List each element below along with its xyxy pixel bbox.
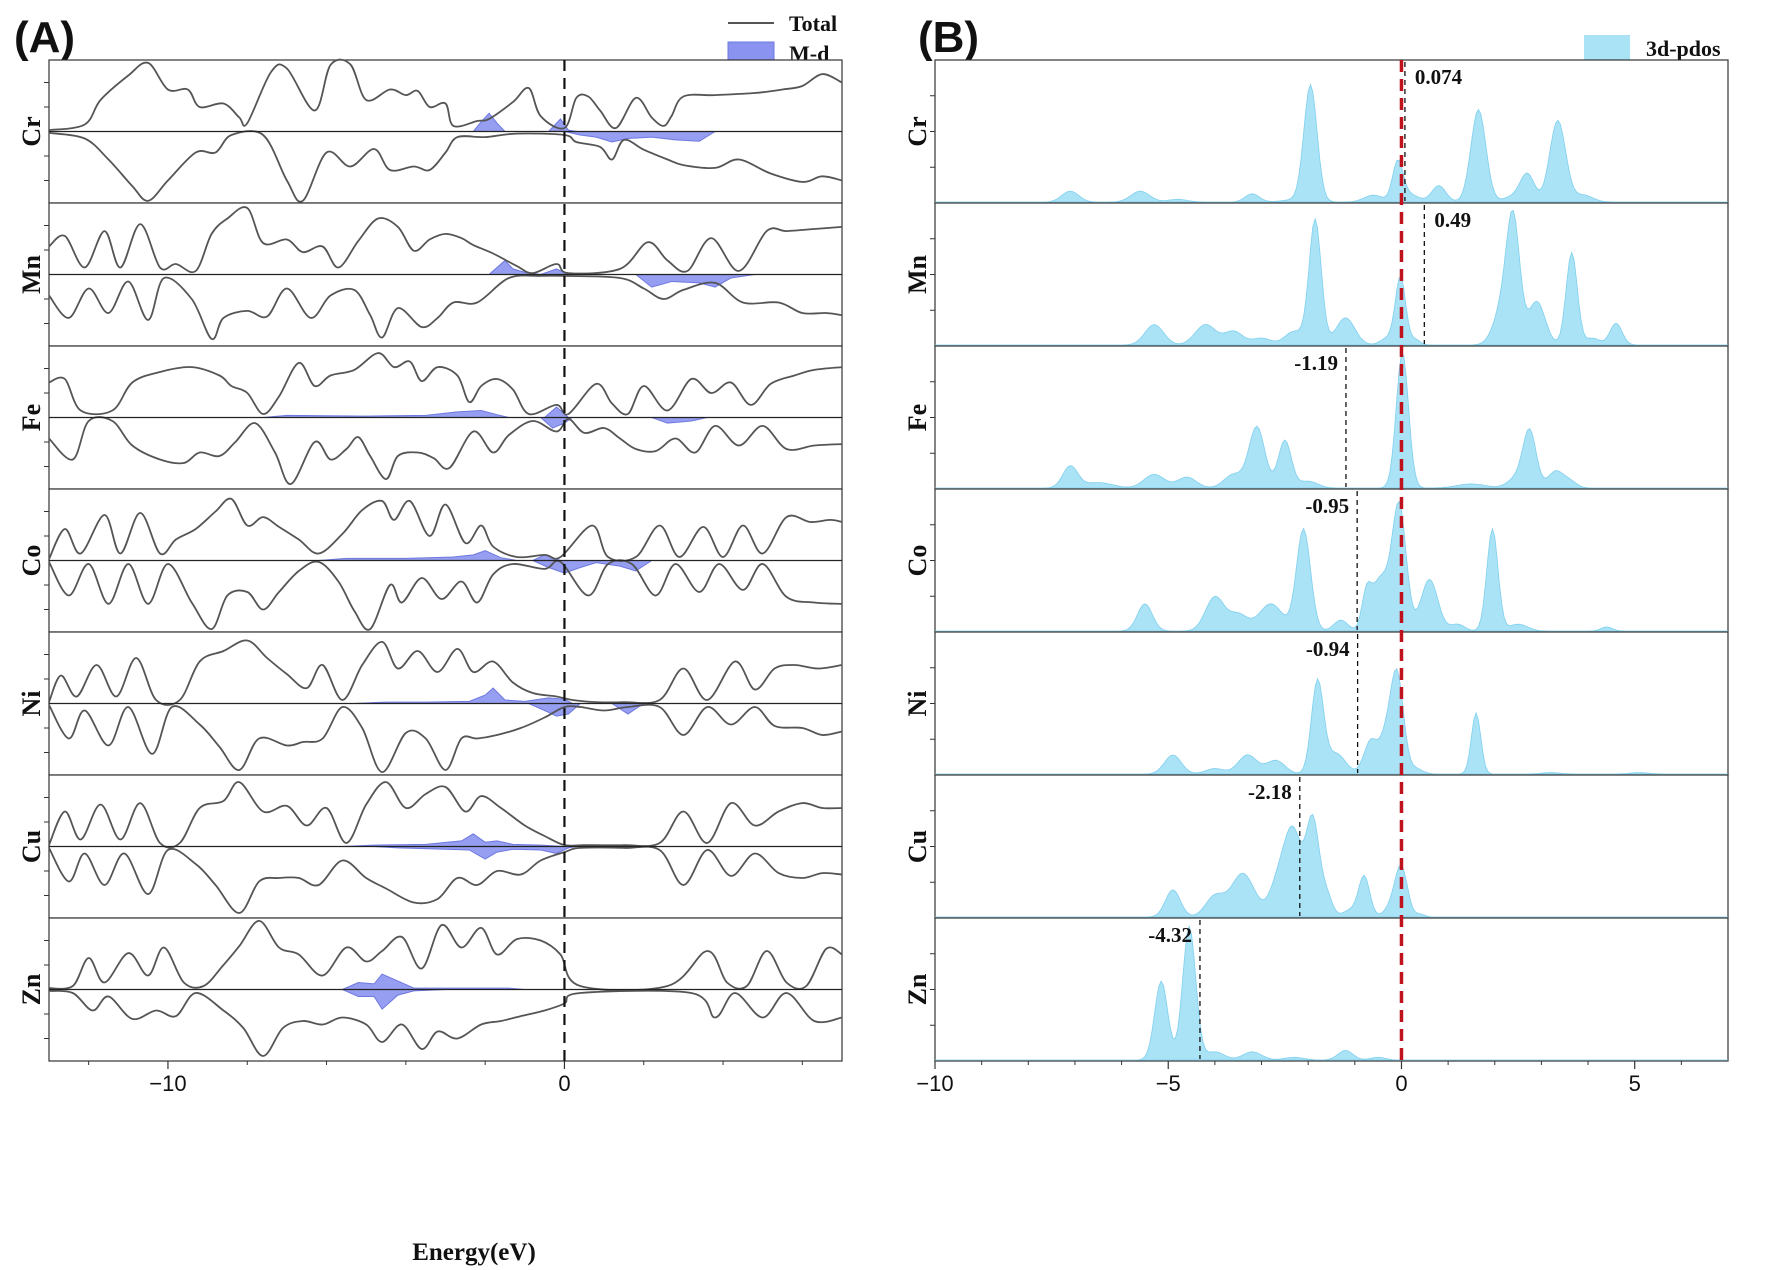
md-up-area (342, 833, 565, 847)
panel-b-legend: 3d-pdos (1584, 35, 1721, 61)
total-down-curve (48, 129, 843, 203)
row-label: Mn (903, 254, 932, 294)
pdos-area (935, 925, 1728, 1061)
panel-a-plot-area: Cr Mn Fe Co Ni Cu Zn −10 0 (17, 58, 843, 1096)
total-down-curve (48, 989, 843, 1057)
total-up-curve (48, 639, 843, 706)
panel-a-label: (A) (14, 13, 75, 62)
d-band-center-label: -1.19 (1294, 351, 1338, 375)
row-frame (934, 488, 1729, 633)
row-label: Co (903, 545, 932, 577)
row-cr: Cr (903, 59, 1729, 204)
pdos-area (935, 209, 1728, 346)
row-label: Co (17, 545, 46, 577)
row-co: Co (903, 488, 1729, 633)
total-down-curve (48, 274, 843, 340)
row-label: Ni (903, 691, 932, 717)
row-label: Cu (17, 830, 46, 863)
row-label: Ni (17, 691, 46, 717)
legend-total-label: Total (789, 11, 837, 36)
x-tick-label: 5 (1629, 1071, 1641, 1096)
d-band-center-label: -2.18 (1248, 780, 1292, 804)
d-band-center-label: 0.074 (1415, 65, 1463, 89)
x-tick-label: 0 (558, 1071, 570, 1096)
x-tick-label: −5 (1156, 1071, 1181, 1096)
x-tick-label: −10 (149, 1071, 186, 1096)
row-mn: Mn (17, 202, 843, 347)
row-label: Cr (17, 116, 46, 146)
md-down-area (564, 131, 717, 143)
row-cu: Cu (17, 774, 843, 919)
total-down-curve (48, 845, 843, 914)
row-cr: Cr (17, 58, 843, 204)
row-fe: Fe (17, 345, 843, 490)
d-band-center-label: -4.32 (1148, 923, 1192, 947)
pdos-area (935, 83, 1728, 203)
panel-b: (B) 3d-pdos Cr Mn Fe Co Ni Cu Zn 0.074 0.49 -1.19… (903, 13, 1729, 1096)
total-up-curve (48, 206, 843, 275)
row-ni: Ni (903, 631, 1729, 776)
row-label: Zn (903, 973, 932, 1005)
total-up-curve (48, 58, 843, 131)
row-co: Co (17, 488, 843, 633)
pdos-area (935, 500, 1728, 632)
panel-b-plot-area: Cr Mn Fe Co Ni Cu Zn 0.074 0.49 -1.19 -0.95 -0.94 -2… (903, 59, 1729, 1096)
row-label: Zn (17, 973, 46, 1005)
total-up-curve (48, 497, 843, 562)
md-up-area (263, 406, 570, 418)
pdos-area (935, 352, 1728, 489)
md-down-area (374, 846, 577, 860)
total-down-curve (48, 703, 843, 773)
row-label: Cr (903, 116, 932, 146)
panel-a-xlabel: Energy(eV) (412, 1239, 536, 1266)
pdos-area (935, 667, 1728, 775)
d-band-center-label: -0.95 (1305, 494, 1349, 518)
row-frame (934, 774, 1729, 919)
row-label: Fe (17, 404, 46, 431)
row-frame (934, 59, 1729, 204)
total-down-curve (48, 416, 843, 485)
d-band-center-label: 0.49 (1434, 208, 1471, 232)
row-frame (934, 202, 1729, 347)
row-mn: Mn (903, 202, 1729, 347)
row-label: Fe (903, 404, 932, 431)
row-cu: Cu (903, 774, 1729, 919)
panel-b-label: (B) (918, 13, 979, 62)
row-label: Cu (903, 830, 932, 863)
row-fe: Fe (903, 345, 1729, 490)
row-label: Mn (17, 254, 46, 294)
x-tick-label: −10 (916, 1071, 953, 1096)
md-up-area (354, 687, 573, 704)
legend-3dpdos-swatch (1584, 35, 1630, 61)
md-up-area (342, 973, 525, 990)
total-down-curve (48, 559, 843, 631)
total-up-curve (48, 781, 843, 849)
x-tick-label: 0 (1395, 1071, 1407, 1096)
total-up-curve (48, 352, 843, 416)
d-band-center-label: -0.94 (1306, 637, 1350, 661)
row-frame (934, 917, 1729, 1062)
row-zn: Zn (903, 917, 1729, 1062)
legend-3dpdos-label: 3d-pdos (1646, 36, 1721, 61)
row-ni: Ni (17, 631, 843, 776)
pdos-area (935, 813, 1728, 918)
total-up-curve (48, 919, 843, 992)
row-zn: Zn (17, 917, 843, 1062)
